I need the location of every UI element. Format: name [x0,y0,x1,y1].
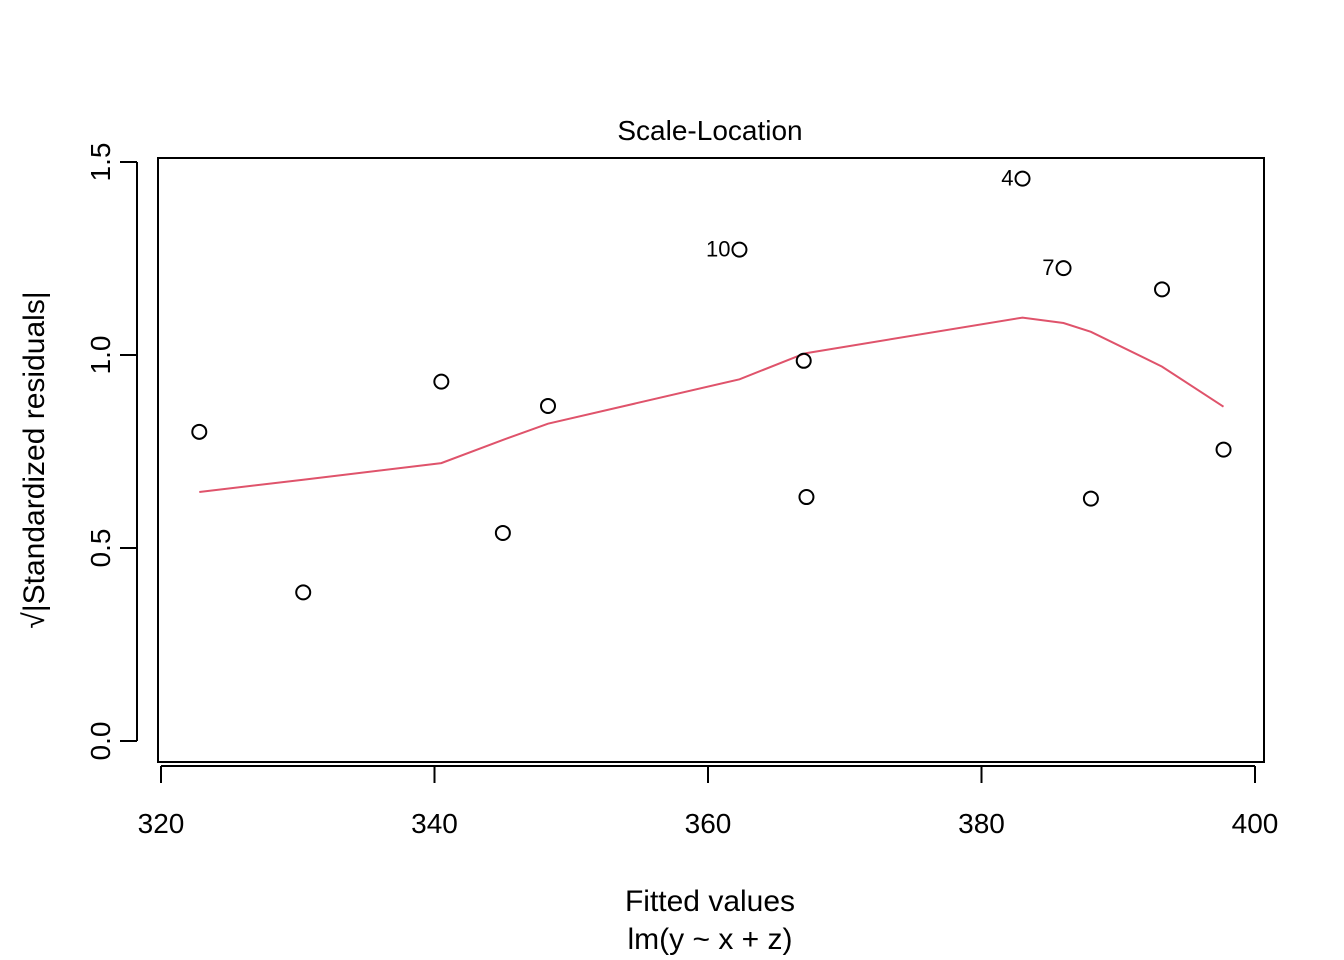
y-tick-label: 0.0 [85,722,116,761]
data-point [1154,281,1171,298]
x-axis-sublabel: lm(y ~ x + z) [627,923,792,956]
plot-frame [157,157,1265,763]
data-point [1055,260,1072,277]
point-label: 10 [706,237,730,262]
data-point [1215,441,1232,458]
data-point [1082,490,1099,507]
y-tick-label: 1.5 [85,143,116,182]
point-label: 4 [1001,166,1013,191]
y-axis: 0.0 0.5 1.0 1.5 [85,143,138,761]
data-point [494,524,511,541]
y-axis-label: √|Standardized residuals| [18,291,51,628]
data-point [433,373,450,390]
x-tick-label: 340 [411,808,458,839]
chart-title: Scale-Location [617,115,802,146]
x-axis-label: Fitted values [625,885,795,918]
point-label: 7 [1042,255,1054,280]
y-tick-label: 0.5 [85,529,116,568]
x-tick-label: 380 [958,808,1005,839]
data-point [1014,170,1031,187]
data-point [798,489,815,506]
data-point [191,423,208,440]
x-tick-label: 400 [1232,808,1279,839]
data-point [795,352,812,369]
data-points: 10 4 7 [191,166,1232,601]
x-axis: 320 340 360 380 400 [138,765,1279,839]
x-tick-label: 360 [685,808,732,839]
data-point [540,397,557,414]
y-tick-label: 1.0 [85,336,116,375]
data-point [295,584,312,601]
x-tick-label: 320 [138,808,185,839]
smooth-trend-line [199,316,1225,493]
data-point [731,241,748,258]
